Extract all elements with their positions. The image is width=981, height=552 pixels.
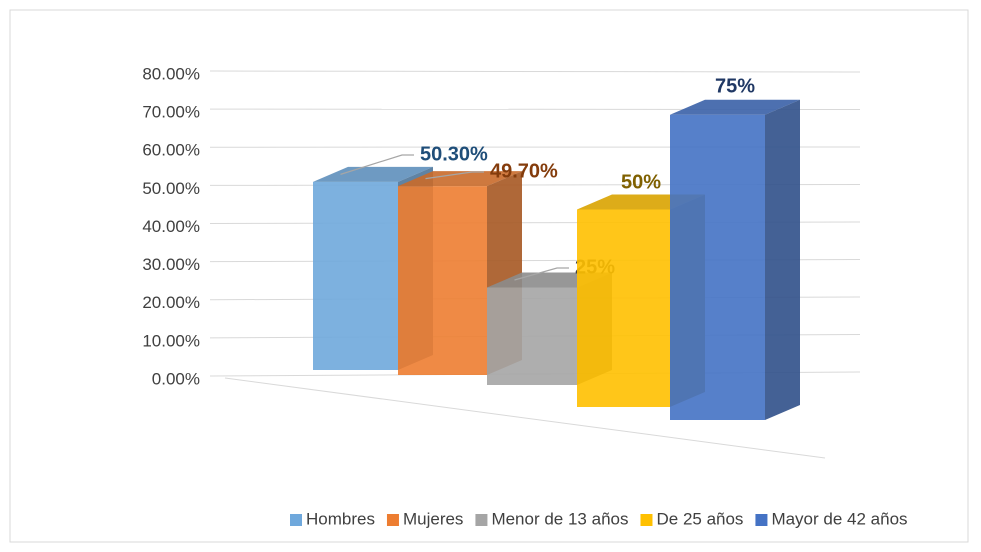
- y-tick-label: 80.00%: [142, 64, 200, 83]
- legend-label: Hombres: [306, 509, 375, 528]
- y-tick-label: 30.00%: [142, 255, 200, 274]
- bar-top: [398, 171, 522, 187]
- legend-swatch: [755, 514, 768, 526]
- leader-line: [340, 154, 414, 175]
- bar-side: [765, 99, 800, 420]
- legend-swatch: [290, 514, 302, 526]
- y-tick-label: 50.00%: [142, 179, 200, 198]
- leader-line: [514, 267, 569, 281]
- grid-line: [209, 70, 861, 73]
- data-label: 75%: [715, 75, 755, 97]
- leader-line: [425, 171, 484, 180]
- legend-label: De 25 años: [656, 509, 743, 528]
- legend-swatch: [640, 514, 653, 526]
- legend-swatch: [386, 514, 399, 526]
- y-tick-label: 60.00%: [142, 141, 200, 160]
- data-label: 50%: [621, 171, 661, 193]
- bar-top: [313, 166, 433, 182]
- bar-front: [313, 181, 398, 370]
- y-tick-label: 20.00%: [142, 293, 200, 312]
- legend-label: Menor de 13 años: [491, 509, 628, 528]
- data-label: 50.30%: [420, 143, 488, 165]
- legend-label: Mujeres: [403, 509, 463, 528]
- legend-swatch: [475, 514, 488, 526]
- y-tick-label: 70.00%: [142, 103, 200, 122]
- y-tick-label: 10.00%: [142, 331, 200, 350]
- bar-front: [577, 209, 670, 407]
- y-tick-label: 0.00%: [152, 369, 200, 388]
- y-tick-label: 40.00%: [142, 217, 200, 236]
- floor-edge: [224, 377, 826, 459]
- legend-label: Mayor de 42 años: [771, 509, 907, 528]
- bar-front: [487, 287, 577, 385]
- bar-front: [670, 114, 765, 420]
- data-label: 49.70%: [490, 160, 558, 182]
- bar-top: [670, 99, 800, 115]
- bar-front: [398, 186, 487, 375]
